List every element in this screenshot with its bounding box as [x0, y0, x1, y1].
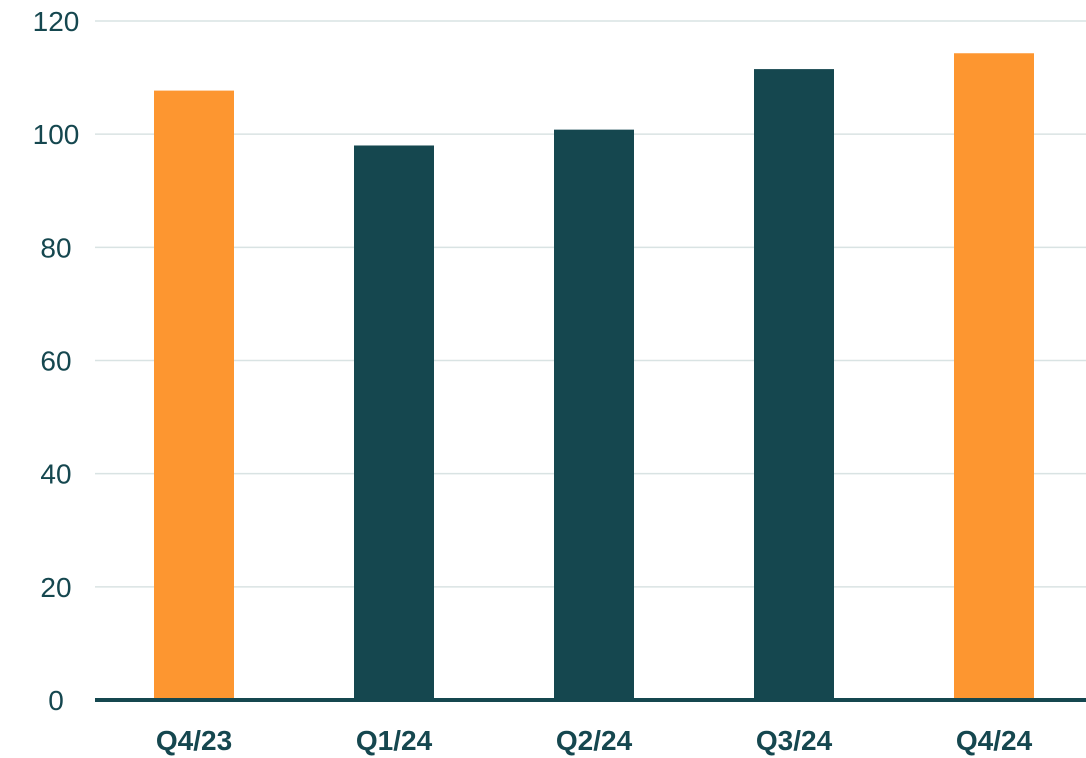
y-tick-label: 0 [48, 685, 64, 716]
y-tick-label: 120 [33, 6, 80, 37]
y-axis-tick-labels: 0 20 40 60 80 100 120 [33, 6, 80, 716]
bar-q3-24 [754, 69, 834, 701]
x-tick-label: Q4/23 [156, 725, 232, 756]
bar-q2-24 [554, 129, 634, 700]
y-tick-label: 60 [40, 346, 71, 377]
bar-q4-24 [954, 53, 1034, 700]
y-tick-label: 20 [40, 572, 71, 603]
bars [154, 53, 1034, 701]
y-tick-label: 80 [40, 232, 71, 263]
x-tick-label: Q2/24 [556, 725, 633, 756]
x-tick-label: Q1/24 [356, 725, 433, 756]
bar-q1-24 [354, 145, 434, 700]
x-tick-label: Q3/24 [756, 725, 833, 756]
x-tick-label: Q4/24 [956, 725, 1033, 756]
bar-q4-23 [154, 90, 234, 700]
y-tick-label: 100 [33, 119, 80, 150]
y-tick-label: 40 [40, 459, 71, 490]
x-axis-tick-labels: Q4/23 Q1/24 Q2/24 Q3/24 Q4/24 [156, 725, 1033, 756]
